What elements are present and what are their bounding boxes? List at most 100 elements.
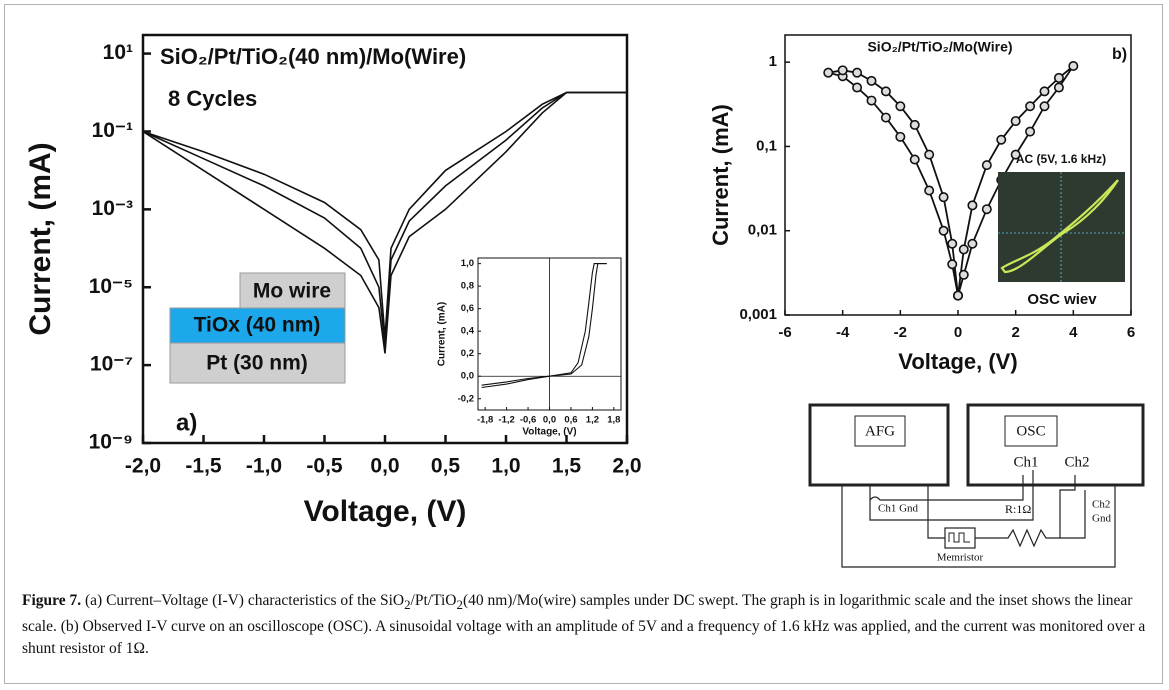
- layer-label: Mo wire: [253, 280, 331, 303]
- resistor-label: R:1Ω: [1005, 502, 1031, 516]
- x-tick-label: -2: [894, 324, 907, 341]
- figure: AFG OSC Ch1 Ch2 Ch1 Gnd R:1Ω Ch2 Gnd Mem…: [24, 33, 1145, 568]
- x-tick-label: 2,0: [612, 455, 641, 478]
- caption-label: Figure 7.: [22, 592, 82, 609]
- x-tick-label: -1,5: [185, 455, 222, 478]
- x-tick-label: 0,5: [431, 455, 461, 478]
- data-point: [1025, 101, 1036, 112]
- data-point: [958, 244, 969, 255]
- x-tick-label: -0,6: [520, 415, 536, 426]
- x-tick-label: 1,2: [586, 415, 599, 426]
- ch2-gnd-label: Gnd: [1092, 513, 1111, 525]
- x-tick-label: 2: [1011, 324, 1019, 341]
- y-tick-label: 0,01: [748, 222, 777, 239]
- ch1-label: Ch1: [1013, 454, 1038, 470]
- data-point: [1025, 126, 1036, 137]
- ch1-gnd-wire: [869, 470, 1034, 521]
- y-axis-label: Current, (mA): [24, 142, 57, 335]
- y-tick-label: 1: [769, 53, 777, 70]
- x-tick-label: 0,0: [543, 415, 556, 426]
- signal-wire: [927, 485, 945, 539]
- x-tick-label: 0,0: [370, 455, 399, 478]
- y-tick-label: 0,2: [461, 348, 474, 359]
- figure-caption: Figure 7. (a) Current–Voltage (I-V) char…: [22, 590, 1147, 660]
- ch2-gnd-label: Ch2: [1092, 499, 1110, 511]
- x-tick-label: -6: [778, 324, 791, 341]
- osc-inner: [1004, 415, 1058, 447]
- x-tick-label: 0: [954, 324, 962, 341]
- osc-box: [966, 403, 1145, 487]
- afg-box: [808, 403, 950, 487]
- y-tick-label: 0,6: [461, 303, 474, 314]
- osc-screen: [998, 172, 1125, 282]
- annotation: SiO₂/Pt/TiO₂/Mo(Wire): [867, 39, 1012, 55]
- plot-clip-group: [481, 263, 607, 389]
- circuit-diagram: [808, 403, 1145, 568]
- caption-text: (a) Current–Voltage (I-V) characteristic…: [85, 592, 405, 609]
- afg-label: AFG: [865, 423, 895, 439]
- data-point: [909, 154, 920, 165]
- data-point: [981, 204, 992, 215]
- y-tick-label: 0,001: [739, 306, 777, 323]
- y-tick-label: 10⁻⁷: [90, 353, 133, 376]
- data-point: [866, 95, 877, 106]
- data-point: [895, 101, 906, 112]
- y-tick-label: 10⁻³: [92, 197, 133, 220]
- data-point: [1010, 149, 1021, 160]
- data-point: [1053, 82, 1064, 93]
- data-point: [880, 112, 891, 123]
- data-point: [967, 238, 978, 249]
- x-tick-label: 1,0: [491, 455, 520, 478]
- layer-pt: [169, 342, 346, 384]
- caption-subscript: 2: [456, 597, 463, 613]
- caption-text: (40 nm)/Mo(wire) samples under DC swept.…: [22, 592, 1146, 658]
- x-tick-label: 1,5: [552, 455, 582, 478]
- data-point: [895, 131, 906, 142]
- y-tick-label: 10⁻⁹: [89, 431, 133, 454]
- x-tick-label: 1,8: [607, 415, 620, 426]
- y-tick-label: 1,0: [461, 258, 474, 269]
- x-tick-label: -1,8: [477, 415, 493, 426]
- data-point: [958, 269, 969, 280]
- y-tick-label: 10¹: [103, 41, 133, 64]
- data-point: [823, 67, 834, 78]
- x-axis-label: Voltage, (V): [304, 495, 467, 528]
- iv-curve: [143, 91, 627, 347]
- layer-mo: [239, 272, 346, 309]
- data-point: [938, 192, 949, 203]
- x-tick-label: -1,2: [498, 415, 514, 426]
- panel-label: a): [176, 409, 197, 436]
- y-tick-label: 10⁻¹: [92, 119, 133, 142]
- data-point: [909, 119, 920, 130]
- plot-clip-group: [143, 91, 627, 354]
- data-point: [1039, 86, 1050, 97]
- figure-frame: [4, 4, 1163, 684]
- x-tick-label: -4: [836, 324, 850, 341]
- data-point: [924, 185, 935, 196]
- data-point: [866, 75, 877, 86]
- iv-curve: [481, 263, 607, 386]
- ch2-gnd-wire: [1060, 490, 1086, 539]
- y-tick-label: -0,2: [458, 393, 474, 404]
- data-point: [981, 160, 992, 171]
- ch1-gnd-label: Ch1 Gnd: [878, 503, 919, 515]
- x-tick-label: -2,0: [125, 455, 161, 478]
- annotation: AC (5V, 1.6 kHz): [1016, 152, 1106, 166]
- ground-wire: [841, 485, 1116, 568]
- layer-label: Pt (30 nm): [206, 352, 308, 375]
- x-tick-label: 0,6: [564, 415, 577, 426]
- y-tick-label: 0,4: [461, 326, 475, 337]
- y-tick-label: 10⁻⁵: [89, 275, 133, 298]
- data-point: [996, 134, 1007, 145]
- layer-tiox: [169, 307, 346, 344]
- data-point: [938, 225, 949, 236]
- annotation: SiO₂/Pt/TiO₂(40 nm)/Mo(Wire): [160, 44, 466, 69]
- data-point: [852, 82, 863, 93]
- data-point: [1010, 116, 1021, 127]
- ch1-wire: [869, 475, 1024, 501]
- panel-label: b): [1112, 46, 1127, 63]
- osc-label: OSC: [1016, 423, 1045, 439]
- osc-trace: [1000, 179, 1119, 274]
- caption-text: /Pt/TiO: [410, 592, 457, 609]
- y-axis-label: Current, (mA): [437, 302, 448, 366]
